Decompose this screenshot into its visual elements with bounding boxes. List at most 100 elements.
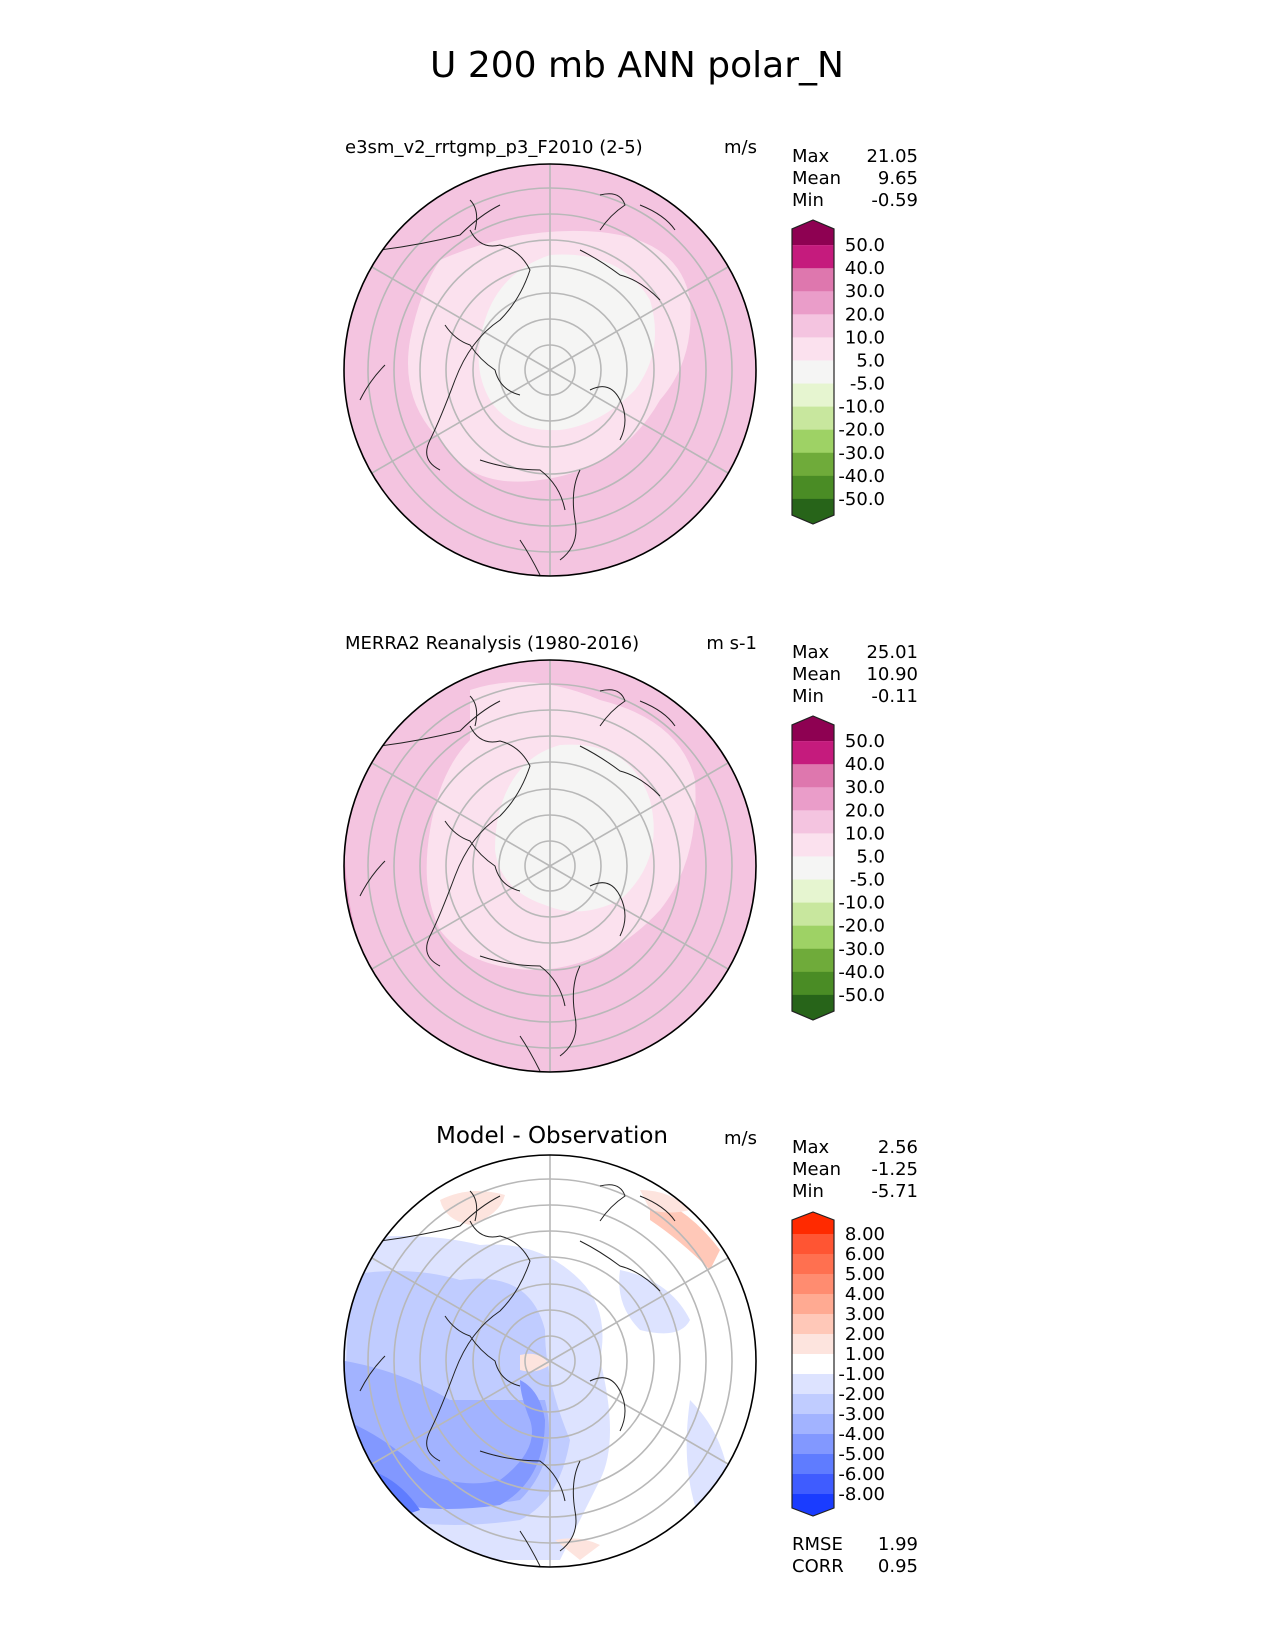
stats-box: Max 25.01 Mean 10.90 Min -0.11 <box>792 642 918 707</box>
stat-min-label: Min <box>792 1181 824 1202</box>
colorbar-segment <box>792 498 834 524</box>
colorbar-tick-label: 20.0 <box>845 800 885 821</box>
colorbar-segment <box>792 1434 834 1455</box>
region-positive-north <box>440 1191 505 1225</box>
stat-max-value: 21.05 <box>866 146 918 167</box>
colorbar-tick-label: -20.0 <box>838 916 885 937</box>
colorbar-segment <box>792 810 834 834</box>
colorbar-tick-label: -50.0 <box>838 489 885 510</box>
stat-corr-value: 0.95 <box>878 1556 918 1577</box>
colorbar-tick-label: -30.0 <box>838 939 885 960</box>
colorbar-tick-label: 6.00 <box>845 1244 885 1265</box>
colorbar-tick-label: -4.00 <box>838 1424 885 1445</box>
colorbar-segment <box>792 741 834 765</box>
colorbar-segment <box>792 994 834 1020</box>
colorbar-segment <box>792 716 834 742</box>
colorbar-tick-label: 50.0 <box>845 731 885 752</box>
colorbar-segment <box>792 1374 834 1395</box>
colorbar-segment <box>792 1212 834 1234</box>
coastlines <box>359 193 676 576</box>
colorbar-tick-label: -10.0 <box>838 397 885 418</box>
figure-title: U 200 mb ANN polar_N <box>430 45 844 86</box>
map-border <box>343 659 757 1073</box>
colorbar-tick-label: 30.0 <box>845 281 885 302</box>
colorbar-outline <box>791 1211 835 1517</box>
region-positive-strong <box>650 1195 720 1270</box>
colorbar-tick-label: -40.0 <box>838 466 885 487</box>
coastlines <box>359 1184 676 1567</box>
stat-mean-label: Mean <box>792 664 841 685</box>
panel-title: MERRA2 Reanalysis (1980-2016) <box>345 633 639 654</box>
colorbar-segment <box>792 360 834 385</box>
colorbar-segment <box>792 1294 834 1315</box>
map-fill <box>344 164 756 576</box>
colorbar-tick-label: -2.00 <box>838 1384 885 1405</box>
stat-max-value: 2.56 <box>878 1137 918 1158</box>
colorbar-segment <box>792 1394 834 1415</box>
stat-min-label: Min <box>792 686 824 707</box>
colorbar-segment <box>792 1334 834 1355</box>
graticule <box>367 660 733 1072</box>
colorbar-tick-label: -6.00 <box>838 1464 885 1485</box>
stat-rmse-value: 1.99 <box>878 1534 918 1555</box>
colorbar-tick-label: -10.0 <box>838 893 885 914</box>
colorbar-segment <box>792 1354 834 1375</box>
colorbar-segment <box>792 429 834 454</box>
stat-corr-label: CORR <box>792 1556 844 1577</box>
stat-min-label: Min <box>792 190 824 211</box>
stat-mean-value: 9.65 <box>878 168 918 189</box>
colorbar-tick-label: 2.00 <box>845 1324 885 1345</box>
stats-box: Max 2.56 Mean -1.25 Min -5.71 <box>792 1137 918 1202</box>
map-fill <box>344 660 756 1072</box>
colorbar-segment <box>792 925 834 950</box>
colorbar-outline <box>791 715 835 1021</box>
panel-difference: Model - Observation m/s Max 2.56 Mean -1… <box>343 1123 918 1577</box>
region-very-strong-negative <box>345 1380 545 1509</box>
colorbar-tick-label: -30.0 <box>838 443 885 464</box>
stat-max-label: Max <box>792 146 830 167</box>
colorbar-tick-label: 40.0 <box>845 258 885 279</box>
colorbar-segment <box>792 383 834 408</box>
panel-units: m s-1 <box>706 633 757 654</box>
panel-model: e3sm_v2_rrtgmp_p3_F2010 (2-5) m/s Max 21… <box>343 137 918 577</box>
stat-min-value: -0.11 <box>871 686 918 707</box>
colorbar-segment <box>792 1234 834 1255</box>
colorbar-tick-label: 1.00 <box>845 1344 885 1365</box>
colorbar-tick-label: 20.0 <box>845 304 885 325</box>
colorbar-tick-label: -3.00 <box>838 1404 885 1425</box>
colorbar-tick-label: -5.0 <box>850 870 885 891</box>
panel-title: e3sm_v2_rrtgmp_p3_F2010 (2-5) <box>345 137 643 158</box>
colorbar-tick-label: 40.0 <box>845 754 885 775</box>
colorbar-segment <box>792 452 834 477</box>
colorbar-segment <box>792 291 834 315</box>
coastlines <box>359 689 676 1072</box>
colorbar-segment <box>792 220 834 246</box>
stat-max-label: Max <box>792 642 830 663</box>
colorbar-segment <box>792 1254 834 1275</box>
colorbar-segment <box>792 1274 834 1295</box>
colorbar-outline <box>791 219 835 525</box>
colorbar: 50.040.030.020.010.05.0 -5.0-10.0-20.0-30… <box>791 715 885 1021</box>
stat-mean-label: Mean <box>792 168 841 189</box>
colorbar-tick-label: -5.0 <box>850 374 885 395</box>
colorbar-segment <box>792 948 834 973</box>
colorbar-tick-label: -40.0 <box>838 962 885 983</box>
stat-max-value: 25.01 <box>866 642 918 663</box>
colorbar-tick-label: 4.00 <box>845 1284 885 1305</box>
stat-max-label: Max <box>792 1137 830 1158</box>
region-positive-pole <box>520 1353 550 1372</box>
colorbar-tick-label: 10.0 <box>845 327 885 348</box>
colorbar-tick-label: 5.0 <box>856 350 885 371</box>
colorbar-tick-label: 8.00 <box>845 1224 885 1245</box>
graticule <box>367 1155 733 1567</box>
colorbar-segment <box>792 337 834 361</box>
colorbar-segment <box>792 475 834 500</box>
colorbar-segment <box>792 902 834 927</box>
colorbar-tick-label: -8.00 <box>838 1484 885 1505</box>
error-stats: RMSE 1.99 CORR 0.95 <box>792 1534 918 1577</box>
colorbar-segment <box>792 833 834 857</box>
colorbar-tick-label: -50.0 <box>838 985 885 1006</box>
colorbar-segment <box>792 1414 834 1435</box>
colorbar-tick-label: 5.0 <box>856 846 885 867</box>
